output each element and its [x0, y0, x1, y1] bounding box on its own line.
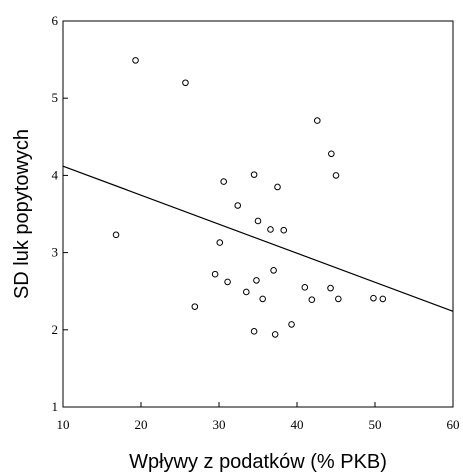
data-point — [288, 321, 295, 328]
data-point — [234, 202, 242, 209]
data-point — [267, 226, 274, 233]
x-tick-label: 10 — [57, 417, 70, 432]
x-axis: 10 20 30 40 50 60 — [57, 402, 460, 432]
data-point — [220, 178, 227, 185]
x-tick-label: 30 — [213, 417, 226, 432]
data-point — [250, 328, 258, 335]
data-point — [335, 295, 342, 303]
y-tick-label: 3 — [52, 245, 59, 260]
data-point — [253, 277, 260, 284]
data-point — [313, 117, 321, 124]
y-tick-label: 4 — [52, 167, 59, 182]
x-tick-label: 40 — [291, 417, 304, 432]
y-axis: 1 2 3 4 5 6 — [52, 13, 68, 414]
y-tick-label: 2 — [52, 322, 59, 337]
data-point — [332, 172, 340, 179]
data-point — [370, 294, 377, 302]
data-point — [211, 270, 219, 278]
data-point — [182, 79, 189, 87]
data-point — [224, 278, 231, 286]
data-point — [254, 217, 262, 225]
y-axis-title: SD luk popytowych — [11, 129, 33, 299]
data-point — [191, 303, 199, 310]
x-tick-label: 60 — [447, 417, 460, 432]
data-point — [132, 57, 139, 64]
plot-area — [62, 20, 454, 408]
plot-frame — [62, 20, 454, 408]
trendline — [62, 165, 454, 312]
y-tick-label: 6 — [52, 13, 59, 28]
y-tick-label: 5 — [52, 90, 59, 105]
data-point — [270, 267, 277, 274]
data-point — [274, 183, 281, 191]
data-point — [259, 295, 266, 303]
x-axis-title: Wpływy z podatków (% PKB) — [129, 451, 387, 473]
data-point — [379, 295, 387, 303]
data-point — [243, 288, 250, 296]
data-points — [112, 57, 387, 338]
y-tick-label: 1 — [52, 399, 59, 414]
data-point — [280, 226, 288, 234]
data-point — [301, 284, 309, 291]
x-tick-label: 20 — [135, 417, 148, 432]
data-point — [271, 331, 279, 338]
trendline-group — [62, 165, 454, 312]
data-point — [112, 231, 120, 239]
data-point — [216, 239, 224, 246]
data-point — [328, 150, 335, 158]
data-point — [308, 296, 316, 303]
data-point — [327, 284, 334, 292]
data-point — [250, 171, 258, 178]
x-tick-label: 50 — [369, 417, 382, 432]
